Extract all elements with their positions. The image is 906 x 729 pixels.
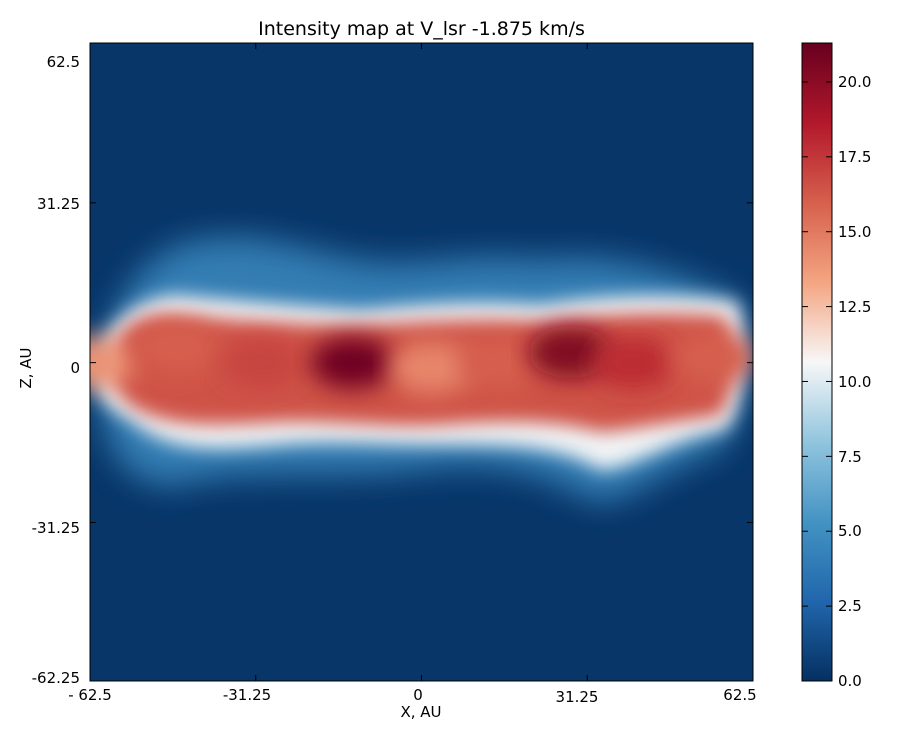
- intensity-feature: [220, 336, 305, 389]
- x-tick-label: 0: [413, 686, 423, 704]
- x-tick-label: - 62.5: [68, 686, 112, 704]
- intensity-feature: [390, 341, 475, 394]
- colorbar-tick-label: 20.0: [838, 73, 872, 91]
- colorbar-tick-label: 2.5: [838, 597, 862, 615]
- heatmap-area: [90, 43, 753, 681]
- colorbar-ticks: [802, 81, 832, 682]
- x-tick-label: 31.25: [555, 688, 599, 706]
- x-tick-label: -31.25: [222, 686, 272, 704]
- colorbar-tick-label: 5.0: [838, 522, 862, 540]
- colorbar-tick-label: 15.0: [838, 223, 872, 241]
- colorbar-tick-label: 17.5: [838, 148, 872, 166]
- y-tick-label: 31.25: [37, 195, 80, 213]
- y-tick-label: -31.25: [31, 519, 80, 537]
- colorbar-tick-label: 0.0: [838, 672, 862, 690]
- colorbar-tick-label: 7.5: [838, 448, 862, 466]
- plot-ticks: [89, 42, 754, 682]
- x-axis-label: X, AU: [400, 703, 442, 721]
- y-tick-label: 0: [70, 359, 80, 377]
- intensity-feature: [528, 326, 613, 379]
- intensity-feature: [671, 331, 753, 384]
- intensity-feature: [310, 336, 395, 389]
- y-tick-label: 62.5: [46, 53, 80, 71]
- intensity-feature: [90, 336, 135, 389]
- intensity-feature: [591, 336, 676, 389]
- chart-title: Intensity map at V_lsr -1.875 km/s: [258, 18, 585, 40]
- y-tick-label: -62.25: [31, 669, 80, 687]
- colorbar-tick-label: 10.0: [838, 373, 872, 391]
- colorbar-tick-label: 12.5: [838, 298, 872, 316]
- x-tick-label: 62.5: [723, 686, 757, 704]
- colorbar: [801, 42, 833, 682]
- intensity-feature: [135, 321, 220, 374]
- intensity-feature: [459, 336, 544, 389]
